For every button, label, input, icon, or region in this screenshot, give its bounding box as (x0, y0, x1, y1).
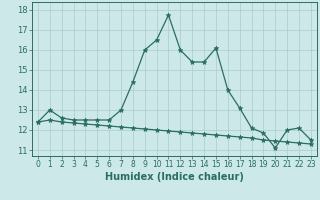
X-axis label: Humidex (Indice chaleur): Humidex (Indice chaleur) (105, 172, 244, 182)
